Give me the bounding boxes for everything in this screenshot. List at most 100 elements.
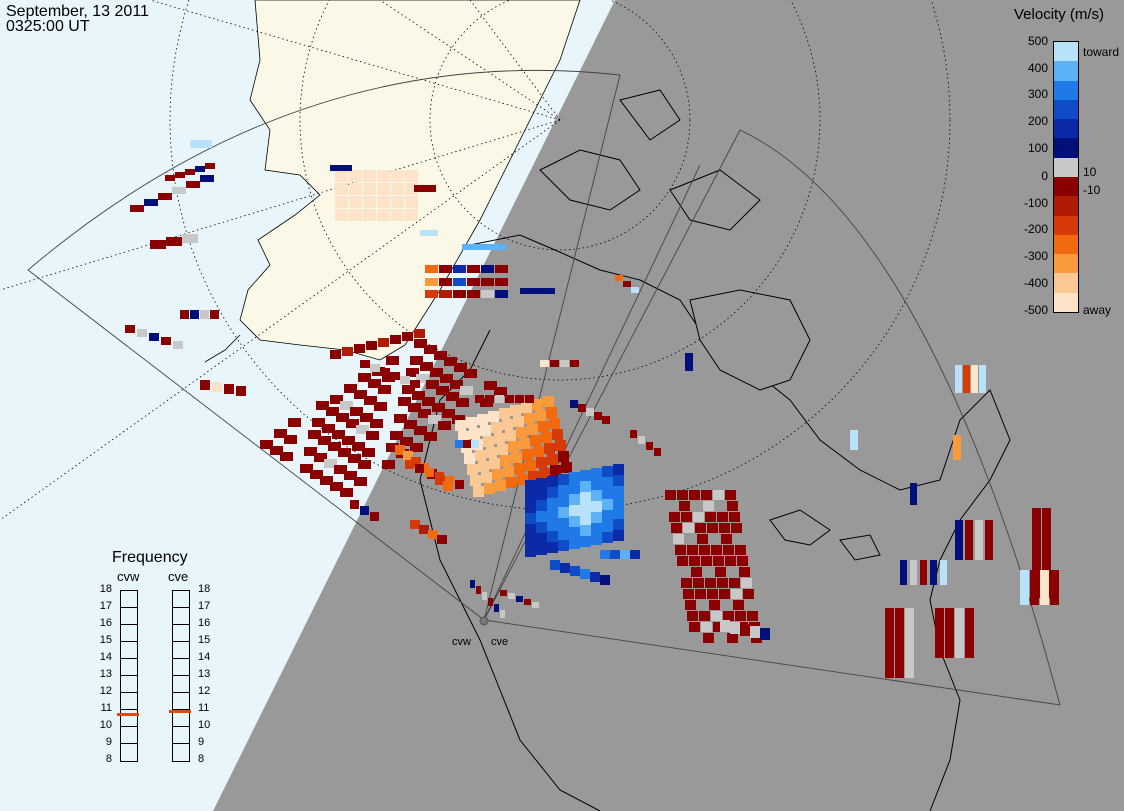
velocity-cell — [602, 510, 613, 521]
velocity-cell — [975, 520, 983, 560]
colorbar-tick: -400 — [1023, 276, 1048, 290]
velocity-cell — [404, 420, 417, 429]
velocity-cell — [536, 544, 547, 555]
velocity-cell — [1032, 508, 1041, 598]
freq-bar-gridline — [120, 726, 137, 727]
velocity-cell — [524, 413, 535, 424]
velocity-cell — [500, 455, 511, 466]
velocity-cell — [467, 290, 480, 298]
velocity-cell — [308, 430, 321, 439]
velocity-cell — [346, 419, 359, 428]
colorbar-segment — [1054, 157, 1078, 177]
freq-tick-left: 11 — [100, 702, 112, 714]
velocity-cell — [480, 425, 491, 436]
velocity-cell — [730, 622, 740, 634]
velocity-cell — [516, 596, 523, 602]
velocity-cell — [366, 341, 377, 350]
velocity-cell — [578, 404, 586, 412]
velocity-cell — [580, 536, 591, 547]
velocity-cell — [630, 550, 640, 559]
velocity-cell — [727, 633, 738, 643]
velocity-cell — [539, 468, 550, 479]
velocity-cell — [669, 512, 680, 522]
velocity-cell — [190, 310, 199, 319]
velocity-cell — [580, 569, 590, 579]
velocity-cell — [422, 397, 435, 406]
velocity-cell — [536, 500, 547, 511]
velocity-cell — [591, 490, 602, 501]
velocity-cell — [547, 531, 558, 542]
freq-tick-right: 12 — [198, 685, 211, 697]
velocity-cell — [550, 560, 560, 570]
freq-tick-left: 10 — [99, 719, 112, 731]
freq-bar-gridline — [172, 607, 189, 608]
velocity-cell — [349, 170, 362, 182]
freq-tick-right: 9 — [198, 736, 205, 748]
velocity-cell — [439, 278, 452, 286]
freq-bar-gridline — [172, 726, 189, 727]
velocity-cell — [683, 523, 694, 533]
velocity-cell — [695, 589, 706, 599]
velocity-cell — [945, 608, 954, 658]
velocity-cell — [547, 542, 558, 553]
velocity-cell — [1040, 570, 1049, 605]
colorbar-segment — [1054, 234, 1078, 255]
velocity-cell — [350, 500, 359, 509]
velocity-cell — [434, 351, 447, 360]
freq-tick-left: 9 — [105, 736, 112, 748]
velocity-cell — [488, 411, 499, 422]
freq-bar-gridline — [172, 624, 189, 625]
velocity-cell — [440, 374, 453, 383]
velocity-cell — [475, 395, 484, 403]
velocity-cell — [739, 567, 750, 577]
velocity-cell — [405, 196, 418, 208]
velocity-cell — [467, 278, 480, 286]
velocity-cell — [715, 567, 726, 577]
velocity-cell — [675, 545, 686, 555]
velocity-cell — [517, 474, 528, 485]
velocity-cells — [125, 140, 1059, 678]
velocity-cell — [481, 472, 492, 483]
velocity-cell — [453, 265, 466, 273]
near-zero-negative: -10 — [1083, 183, 1101, 197]
velocity-cell — [398, 397, 411, 406]
velocity-cell — [549, 418, 560, 429]
velocity-cell — [390, 335, 401, 344]
velocity-cell — [366, 431, 379, 440]
velocity-cell — [547, 487, 558, 498]
date-label: September, 13 2011 — [6, 3, 149, 20]
velocity-cell — [707, 523, 718, 533]
velocity-cell — [558, 507, 569, 518]
velocity-cell — [515, 395, 524, 403]
velocity-cell — [460, 386, 473, 395]
velocity-cell — [731, 523, 742, 533]
velocity-cell — [550, 360, 559, 367]
colorbar-segment — [1054, 61, 1078, 81]
velocity-cell — [414, 329, 425, 338]
velocity-cell — [685, 353, 693, 371]
velocity-cell — [499, 408, 510, 419]
velocity-cell — [965, 520, 973, 560]
velocity-cell — [723, 545, 734, 555]
velocity-cell — [955, 365, 962, 393]
freq-tick-left: 13 — [99, 668, 112, 680]
velocity-cell — [349, 183, 362, 195]
velocity-cell — [374, 402, 387, 411]
velocity-cell — [391, 209, 404, 221]
velocity-cell — [125, 325, 135, 333]
velocity-cell — [288, 418, 301, 427]
velocity-cell — [354, 344, 365, 353]
velocity-cell — [516, 427, 527, 438]
velocity-cell — [555, 440, 566, 451]
velocity-cell — [1050, 570, 1059, 605]
velocity-cell — [535, 410, 546, 421]
velocity-cell — [723, 611, 734, 621]
velocity-cell — [963, 365, 970, 393]
velocity-cell — [358, 373, 371, 382]
velocity-cell — [137, 329, 147, 337]
velocity-cell — [406, 368, 419, 377]
colorbar-tick: 400 — [1027, 61, 1048, 75]
velocity-cell — [378, 338, 389, 347]
velocity-cell — [727, 501, 738, 511]
velocity-cell — [646, 442, 653, 450]
